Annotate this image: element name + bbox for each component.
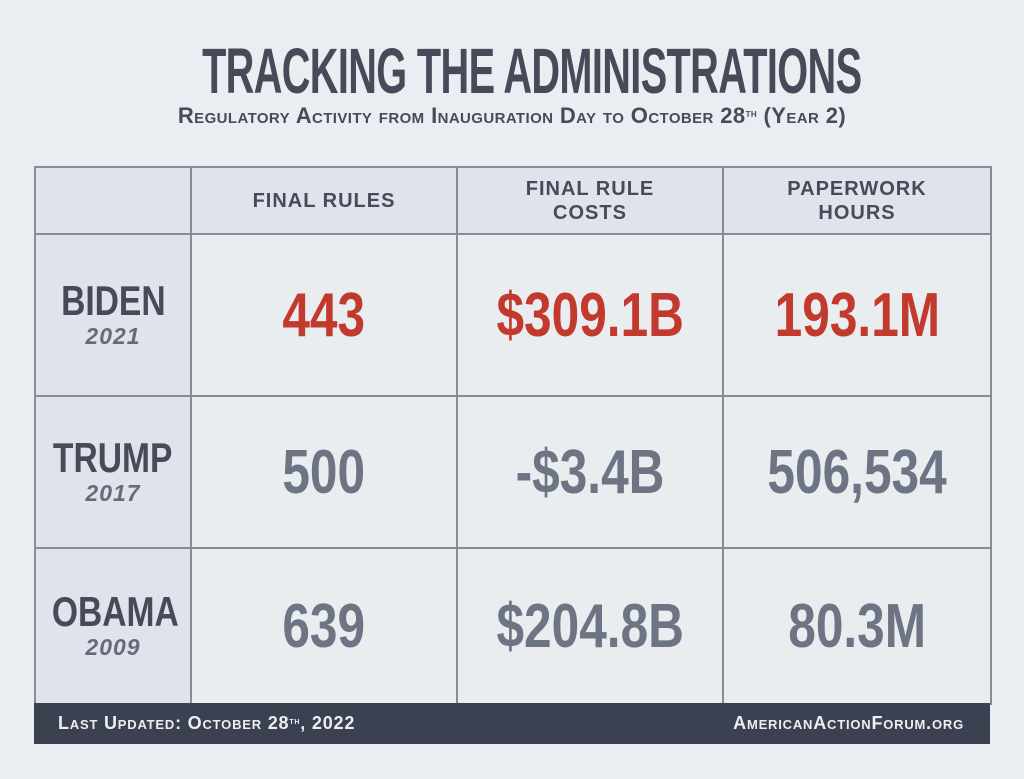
subtitle-text-tail: (Year 2) bbox=[757, 103, 847, 128]
administrations-comparison-table: FINAL RULES FINAL RULE COSTS PAPERWORK H… bbox=[34, 166, 992, 705]
cell-trump-final-rule-costs: -$3.4B bbox=[456, 395, 724, 549]
table-header-row: FINAL RULES FINAL RULE COSTS PAPERWORK H… bbox=[34, 166, 992, 235]
admin-name-biden: BIDEN bbox=[60, 276, 166, 324]
source-website-text: AmericanActionForum.org bbox=[733, 713, 964, 733]
row-header-obama: OBAMA 2009 bbox=[34, 547, 192, 705]
last-updated-text: Last Updated: October 28th, 2022 bbox=[58, 713, 356, 733]
table-corner-cell bbox=[34, 166, 192, 235]
page-subtitle: Regulatory Activity from Inauguration Da… bbox=[0, 103, 1024, 129]
table-row-obama: OBAMA 2009 639 $204.8B 80.3M bbox=[34, 547, 992, 705]
subtitle-ordinal-suffix: th bbox=[745, 105, 758, 120]
column-header-line: FINAL RULES bbox=[252, 189, 396, 212]
subtitle-text: Regulatory Activity from Inauguration Da… bbox=[177, 103, 746, 128]
cell-obama-final-rule-costs: $204.8B bbox=[456, 547, 724, 705]
column-header-final-rules: FINAL RULES bbox=[190, 166, 458, 235]
column-header-paperwork-hours: PAPERWORK HOURS bbox=[722, 166, 992, 235]
admin-year-obama: 2009 bbox=[85, 633, 141, 660]
column-header-line: PAPERWORK bbox=[787, 177, 927, 200]
cell-obama-paperwork-hours: 80.3M bbox=[722, 547, 992, 705]
column-header-line: FINAL RULE bbox=[525, 177, 655, 200]
cell-biden-paperwork-hours: 193.1M bbox=[722, 233, 992, 397]
admin-year-biden: 2021 bbox=[85, 322, 141, 349]
footer-ordinal-suffix: th bbox=[289, 716, 301, 728]
admin-year-trump: 2017 bbox=[85, 479, 141, 506]
footer-bar: Last Updated: October 28th, 2022 America… bbox=[34, 703, 990, 744]
cell-biden-final-rule-costs: $309.1B bbox=[456, 233, 724, 397]
row-header-trump: TRUMP 2017 bbox=[34, 395, 192, 549]
column-header-line: HOURS bbox=[818, 201, 896, 224]
cell-obama-final-rules: 639 bbox=[190, 547, 458, 705]
table-row-biden: BIDEN 2021 443 $309.1B 193.1M bbox=[34, 233, 992, 397]
cell-biden-final-rules: 443 bbox=[190, 233, 458, 397]
column-header-line: COSTS bbox=[553, 201, 627, 224]
row-header-biden: BIDEN 2021 bbox=[34, 233, 192, 397]
cell-trump-paperwork-hours: 506,534 bbox=[722, 395, 992, 549]
cell-trump-final-rules: 500 bbox=[190, 395, 458, 549]
column-header-final-rule-costs: FINAL RULE COSTS bbox=[456, 166, 724, 235]
admin-name-obama: OBAMA bbox=[51, 587, 179, 635]
admin-name-trump: TRUMP bbox=[53, 433, 173, 481]
page-title: TRACKING THE ADMINISTRATIONS bbox=[0, 38, 1024, 104]
table-row-trump: TRUMP 2017 500 -$3.4B 506,534 bbox=[34, 395, 992, 549]
page-title-text: TRACKING THE ADMINISTRATIONS bbox=[202, 35, 862, 107]
